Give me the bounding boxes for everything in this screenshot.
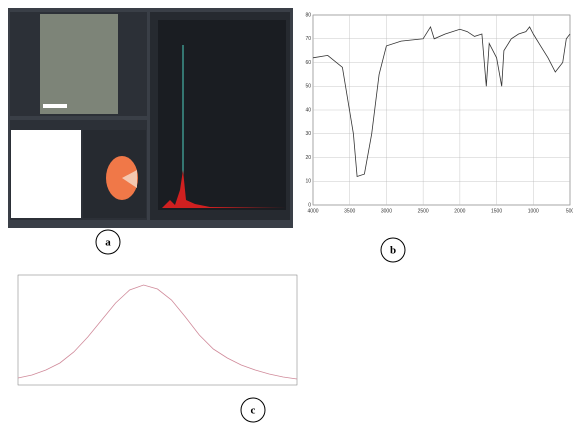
y-tick-label: 50	[305, 84, 311, 90]
screenshot-panel	[8, 8, 293, 228]
panel-label: a	[105, 237, 111, 249]
y-tick-label: 40	[305, 107, 311, 113]
peak-panel	[18, 275, 297, 385]
spectrum-plot	[158, 20, 286, 210]
y-tick-label: 70	[305, 36, 311, 42]
y-tick-label: 20	[305, 155, 311, 161]
x-tick-label: 3500	[344, 208, 355, 214]
page: {"panel_labels": ["a", "b", "c"], "chart…	[0, 0, 573, 423]
figure: abc0102030405060708040003500300025002000…	[0, 0, 573, 423]
y-tick-label: 80	[305, 12, 311, 18]
x-tick-label: 500	[566, 208, 573, 214]
x-tick-label: 1000	[528, 208, 539, 214]
table	[11, 130, 81, 218]
x-tick-label: 3000	[381, 208, 392, 214]
x-tick-label: 1500	[491, 208, 502, 214]
y-tick-label: 10	[305, 179, 311, 185]
panel-label: b	[390, 245, 396, 257]
x-tick-label: 2000	[454, 208, 465, 214]
y-tick-label: 60	[305, 60, 311, 66]
panel-label: c	[251, 405, 256, 417]
sem-image	[40, 14, 118, 114]
x-tick-label: 2500	[418, 208, 429, 214]
x-tick-label: 4000	[307, 208, 318, 214]
plot-frame	[18, 275, 297, 385]
y-tick-label: 30	[305, 131, 311, 137]
scale-bar	[43, 104, 67, 108]
